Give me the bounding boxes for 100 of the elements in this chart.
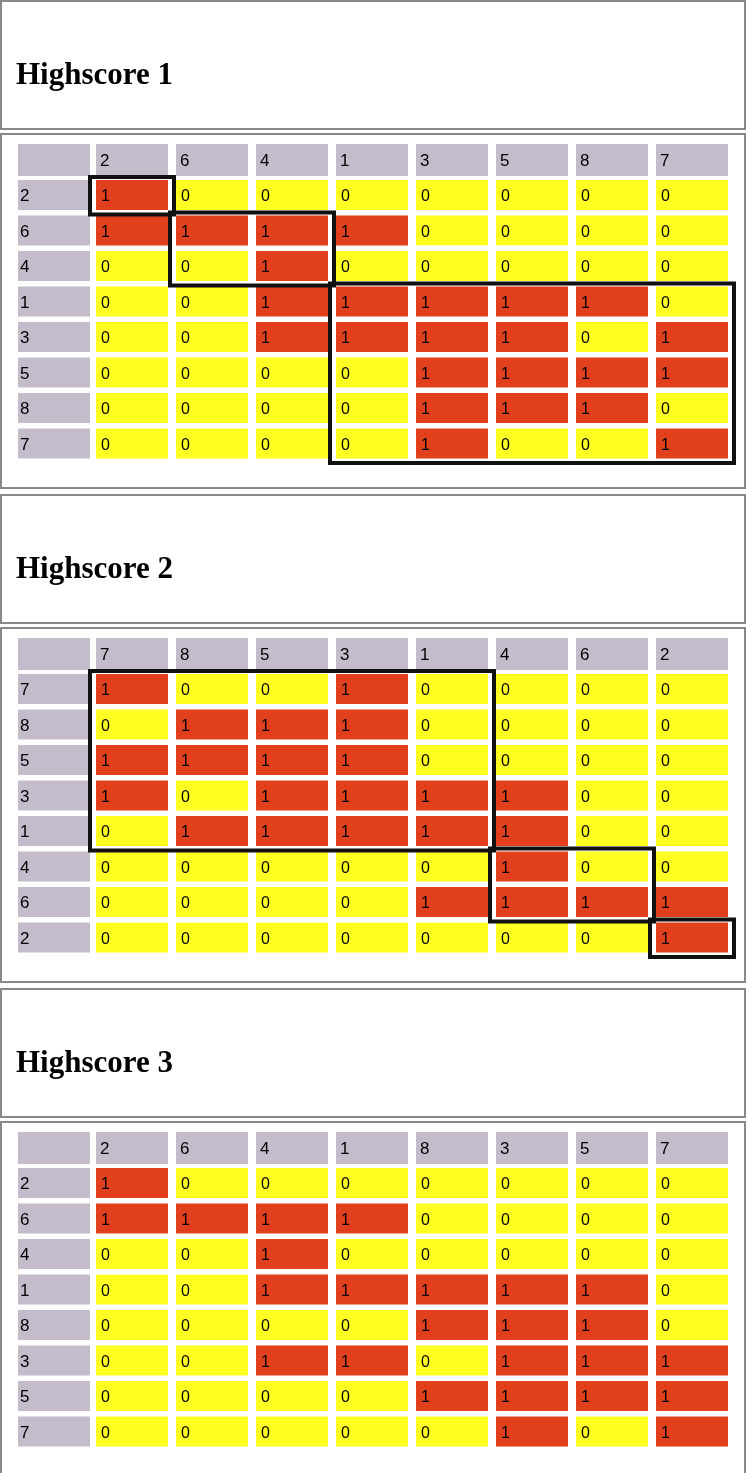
data-label: 1 — [501, 858, 510, 876]
data-label: 1 — [661, 894, 670, 911]
x-tick-label: 6 — [580, 645, 590, 664]
data-label: 1 — [261, 1210, 270, 1228]
data-label: 0 — [421, 752, 430, 769]
data-label: 0 — [581, 329, 590, 346]
x-tick-label: 8 — [420, 1139, 430, 1158]
data-label: 1 — [581, 400, 590, 417]
data-label: 1 — [501, 1281, 510, 1299]
data-label: 0 — [101, 1246, 110, 1263]
y-tick-label: 4 — [20, 1245, 30, 1264]
data-label: 0 — [581, 187, 590, 204]
data-label: 0 — [261, 187, 270, 204]
data-label: 0 — [421, 222, 430, 240]
data-label: 0 — [341, 364, 350, 382]
data-label: 1 — [181, 823, 190, 840]
data-label: 0 — [661, 787, 670, 805]
data-label: 0 — [101, 1423, 110, 1441]
data-label: 0 — [101, 1352, 110, 1370]
data-label: 1 — [341, 681, 350, 698]
data-label: 0 — [101, 716, 110, 734]
data-label: 0 — [501, 1175, 510, 1192]
data-label: 0 — [181, 681, 190, 698]
data-label: 1 — [421, 293, 430, 311]
data-label: 1 — [501, 293, 510, 311]
data-label: 1 — [421, 1281, 430, 1299]
y-tick-label: 3 — [20, 786, 30, 806]
data-label: 1 — [261, 329, 270, 346]
data-label: 0 — [581, 681, 590, 698]
data-label: 1 — [501, 1423, 510, 1441]
data-label: 0 — [421, 858, 430, 876]
x-tick-label: 1 — [420, 645, 430, 664]
data-label: 1 — [661, 1352, 670, 1370]
data-label: 1 — [421, 400, 430, 417]
data-label: 0 — [261, 929, 270, 947]
data-label: 0 — [181, 364, 190, 382]
data-label: 1 — [341, 752, 350, 769]
data-label: 1 — [181, 222, 190, 240]
data-label: 0 — [181, 400, 190, 417]
x-tick-label: 7 — [100, 645, 110, 664]
data-label: 0 — [421, 1246, 430, 1263]
data-label: 0 — [421, 258, 430, 275]
y-tick-label: 1 — [20, 1280, 30, 1300]
data-label: 0 — [581, 787, 590, 805]
data-label: 0 — [101, 823, 110, 840]
data-label: 0 — [661, 752, 670, 769]
x-tick-label: 3 — [340, 645, 350, 664]
x-tick-label: 7 — [660, 151, 670, 170]
data-label: 1 — [181, 716, 190, 734]
y-tick-label: 4 — [20, 257, 30, 276]
data-label: 1 — [661, 1388, 670, 1405]
data-label: 1 — [501, 1317, 510, 1334]
data-label: 0 — [341, 1423, 350, 1441]
data-label: 0 — [581, 258, 590, 275]
x-tick-label: 3 — [420, 151, 430, 170]
y-tick-label: 7 — [20, 1422, 30, 1442]
data-label: 0 — [341, 435, 350, 453]
data-label: 0 — [421, 1423, 430, 1441]
data-label: 0 — [501, 187, 510, 204]
x-tick-label: 5 — [500, 151, 510, 170]
data-label: 1 — [501, 787, 510, 805]
data-label: 1 — [501, 1388, 510, 1405]
data-label: 1 — [261, 787, 270, 805]
data-label: 0 — [181, 1175, 190, 1192]
data-label: 0 — [501, 258, 510, 275]
data-label: 0 — [181, 329, 190, 346]
data-label: 0 — [661, 258, 670, 275]
x-tick-label: 6 — [180, 1139, 190, 1158]
data-label: 0 — [341, 400, 350, 417]
x-tick-label: 6 — [180, 151, 190, 170]
data-label: 1 — [421, 435, 430, 453]
data-label: 0 — [501, 1210, 510, 1228]
y-tick-label: 1 — [20, 292, 30, 312]
x-tick-label: 5 — [580, 1139, 590, 1158]
data-label: 0 — [101, 364, 110, 382]
data-label: 0 — [581, 1175, 590, 1192]
data-label: 1 — [421, 1388, 430, 1405]
y-tick-label: 3 — [20, 328, 30, 347]
data-label: 0 — [261, 1175, 270, 1192]
data-label: 1 — [581, 364, 590, 382]
x-tick-label: 1 — [340, 1139, 350, 1158]
data-label: 0 — [581, 222, 590, 240]
data-label: 0 — [101, 329, 110, 346]
data-label: 1 — [341, 1281, 350, 1299]
data-label: 1 — [501, 823, 510, 840]
y-tick-label: 2 — [20, 186, 30, 205]
data-label: 0 — [661, 1246, 670, 1263]
data-label: 1 — [101, 187, 110, 204]
data-label: 0 — [261, 364, 270, 382]
data-label: 0 — [661, 1175, 670, 1192]
data-label: 0 — [261, 858, 270, 876]
y-tick-label: 1 — [20, 822, 30, 841]
data-label: 0 — [581, 1423, 590, 1441]
data-label: 1 — [101, 222, 110, 240]
x-tick-label: 2 — [660, 645, 670, 664]
data-label: 0 — [181, 1317, 190, 1334]
data-label: 1 — [341, 329, 350, 346]
data-label: 0 — [181, 258, 190, 275]
chart-title: Highscore 3 — [16, 1044, 173, 1079]
data-label: 0 — [661, 187, 670, 204]
